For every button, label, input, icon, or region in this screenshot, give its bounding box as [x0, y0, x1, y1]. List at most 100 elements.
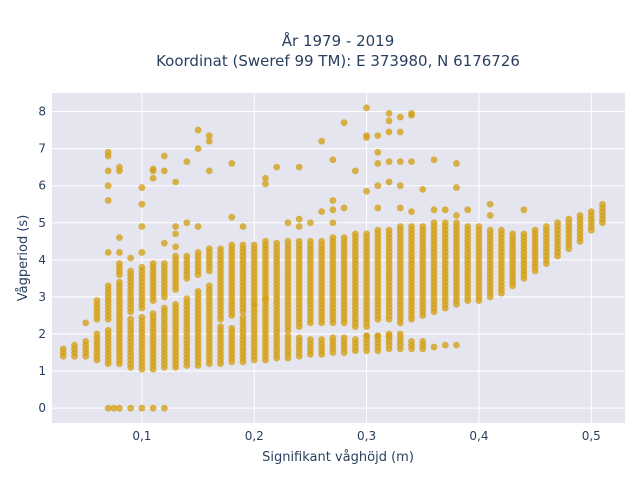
data-point [138, 223, 146, 230]
data-point [408, 111, 415, 119]
data-point [295, 163, 303, 171]
data-point [408, 338, 415, 345]
data-point [217, 323, 224, 330]
data-point [250, 241, 258, 249]
data-point [284, 332, 292, 340]
data-point [385, 128, 393, 136]
data-point [351, 230, 359, 238]
data-point [363, 332, 370, 340]
data-point [318, 336, 326, 343]
data-point [396, 330, 404, 338]
data-point [116, 278, 123, 286]
y-axis-title: Vågperiod (s) [16, 215, 31, 302]
data-point [374, 204, 382, 212]
data-point [374, 332, 382, 340]
data-point [149, 260, 157, 267]
data-point [104, 152, 112, 160]
data-point [116, 234, 123, 242]
data-point [363, 230, 370, 238]
data-point [374, 160, 382, 167]
data-point [340, 334, 348, 342]
data-point [93, 330, 101, 338]
data-point [194, 223, 202, 230]
data-point [464, 206, 472, 214]
data-point [295, 215, 303, 223]
data-point [554, 219, 561, 227]
data-point [239, 313, 247, 321]
data-point [262, 174, 269, 182]
data-point [138, 249, 146, 256]
y-tick-label: 2 [38, 327, 46, 341]
data-point [194, 126, 202, 134]
data-point [59, 345, 67, 353]
x-tick-label: 0,4 [469, 429, 488, 443]
data-point [183, 219, 191, 227]
data-point [205, 167, 213, 175]
data-point [340, 234, 348, 242]
data-point [295, 334, 303, 342]
point-layer [59, 104, 606, 412]
data-point [273, 239, 281, 247]
data-point [599, 200, 606, 208]
data-point [363, 104, 370, 112]
data-point [273, 163, 281, 171]
data-point [307, 237, 314, 245]
data-point [396, 158, 404, 165]
data-point [408, 158, 415, 165]
data-point [531, 226, 539, 234]
data-point [138, 263, 146, 271]
data-point [295, 223, 303, 230]
data-point [363, 187, 370, 195]
data-point [419, 186, 427, 193]
data-point [340, 119, 348, 127]
data-point [430, 206, 438, 214]
data-point [205, 245, 213, 253]
data-point [329, 197, 337, 204]
data-point [172, 300, 179, 308]
data-point [104, 249, 112, 256]
data-point [127, 267, 135, 275]
data-point [318, 137, 326, 145]
x-axis-title: Signifikant våghöjd (m) [262, 450, 414, 465]
data-point [542, 223, 550, 230]
data-point [104, 404, 112, 412]
y-tick-label: 5 [38, 216, 46, 230]
data-point [329, 219, 337, 227]
plot-area-background [52, 93, 625, 423]
data-point [194, 249, 202, 256]
data-point [172, 230, 179, 238]
data-point [262, 180, 269, 188]
data-point [149, 310, 157, 318]
data-point [486, 226, 494, 234]
data-point [430, 343, 438, 351]
data-point [172, 178, 179, 186]
data-point [149, 404, 157, 412]
data-point [318, 237, 326, 245]
data-point [475, 223, 483, 230]
data-point [453, 184, 460, 191]
y-tick-label: 7 [38, 142, 46, 156]
data-point [587, 208, 595, 216]
data-point [250, 300, 258, 308]
data-point [498, 226, 505, 234]
data-point [520, 206, 528, 214]
data-point [104, 182, 112, 190]
data-point [284, 219, 292, 227]
data-point [307, 219, 314, 227]
data-point [194, 145, 202, 153]
x-tick-label: 0,5 [582, 429, 601, 443]
data-point [71, 341, 78, 349]
data-point [228, 241, 236, 249]
data-point [509, 230, 517, 238]
data-point [396, 223, 404, 230]
chart-title-line1: År 1979 - 2019 [282, 31, 395, 50]
data-point [149, 167, 157, 175]
data-point [239, 241, 247, 249]
data-point [104, 167, 112, 175]
data-point [396, 182, 404, 190]
data-point [374, 226, 382, 234]
data-point [565, 215, 573, 223]
y-tick-label: 6 [38, 179, 46, 193]
y-tick-label: 8 [38, 105, 46, 119]
